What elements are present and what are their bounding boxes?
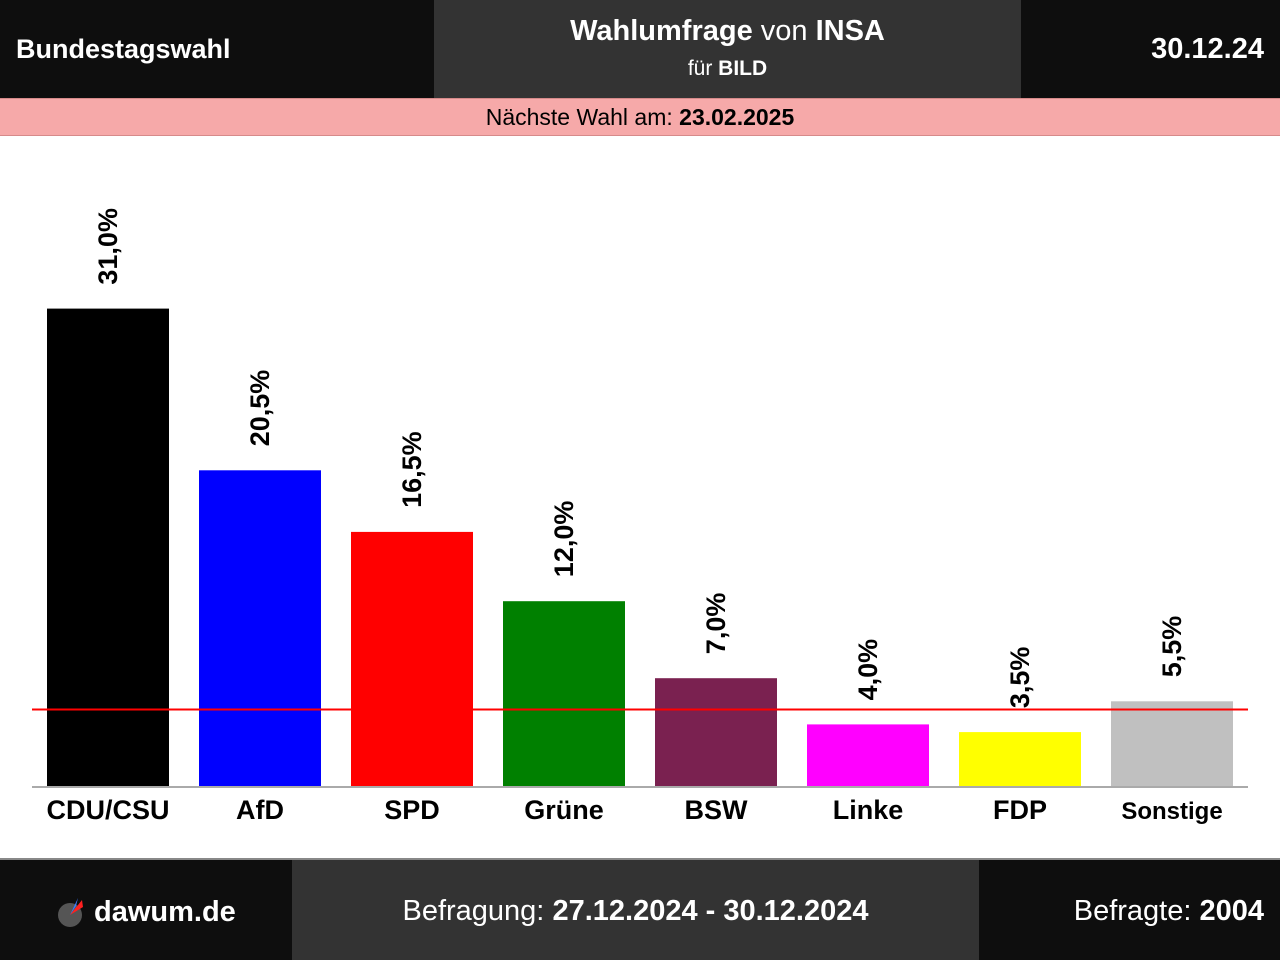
site-branding[interactable]: dawum.de [0,860,292,960]
header: Bundestagswahl Wahlumfrage von INSA für … [0,0,1280,98]
value-label: 4,0% [853,639,883,701]
survey-period: Befragung: 27.12.2024 - 30.12.2024 [292,860,979,960]
site-name: dawum.de [94,896,236,928]
value-label: 20,5% [245,370,275,447]
survey-period-label: Befragung: [402,895,545,927]
dawum-logo-icon [58,898,83,927]
category-label: AfD [236,795,284,825]
value-label: 12,0% [549,501,579,578]
category-label: Linke [833,795,904,825]
bar-afd [199,470,321,786]
institute-name: INSA [815,15,885,47]
next-election-banner: Nächste Wahl am: 23.02.2025 [0,98,1280,136]
value-label: 7,0% [701,593,731,655]
category-label: SPD [384,795,440,825]
footer-divider [0,858,1280,860]
value-label: 3,5% [1005,647,1035,709]
election-type: Bundestagswahl [16,34,231,64]
next-election-date: 23.02.2025 [679,104,795,130]
footer: dawum.de Befragung: 27.12.2024 - 30.12.2… [0,860,1280,960]
poll-date: 30.12.24 [1151,33,1264,65]
poll-bar-chart: 31,0% CDU/CSU 20,5% AfD 16,5% SPD 12,0% Grüne 7,… [32,208,1248,825]
bar-fdp [959,732,1081,786]
poll-title-connector: von [760,15,808,47]
respondents-label: Befragte: [1073,895,1192,927]
client-prefix: für [687,57,713,80]
value-label: 16,5% [397,431,427,508]
poll-title: Wahlumfrage von INSA für BILD [434,0,1021,98]
bar-bsw [655,678,777,786]
client-name: BILD [718,57,768,80]
category-label: BSW [685,795,749,825]
poll-title-word: Wahlumfrage [570,15,753,47]
poll-title-line: Wahlumfrage von INSA [434,14,1021,48]
survey-period-value: 27.12.2024 - 30.12.2024 [552,895,869,927]
category-label: CDU/CSU [46,795,169,825]
bar-spd [351,531,473,786]
next-election-label: Nächste Wahl am: [485,104,673,130]
bar-cdu-csu [47,308,169,786]
respondents-value: 2004 [1199,895,1264,927]
value-label: 5,5% [1157,616,1187,678]
category-label: Grüne [524,795,604,825]
bar-linke [807,724,929,786]
category-label: FDP [993,795,1047,825]
category-label: Sonstige [1121,798,1222,825]
bar-sonstige [1111,701,1233,786]
value-label: 31,0% [93,208,123,285]
client-line: für BILD [434,56,1021,82]
bar-gr-ne [503,601,625,786]
respondents: Befragte: 2004 [1074,860,1264,960]
